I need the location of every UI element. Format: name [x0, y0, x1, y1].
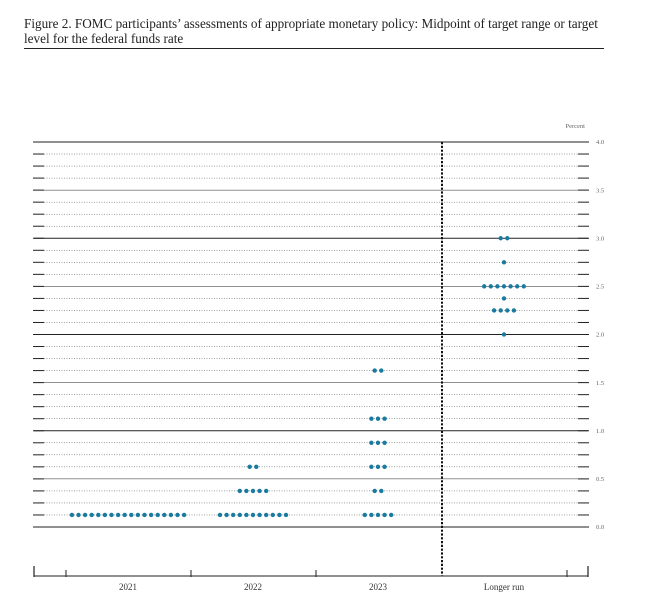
dot-marker	[257, 512, 262, 518]
dot-marker	[244, 488, 249, 494]
dot-marker	[501, 284, 507, 289]
dot-marker	[250, 512, 256, 518]
dot-marker	[501, 332, 507, 337]
dot-marker	[379, 488, 384, 494]
dot-marker	[115, 512, 121, 518]
dot-marker	[372, 368, 377, 373]
dot-marker	[375, 464, 381, 470]
dot-marker	[217, 512, 223, 518]
y-tick-label: 1.0	[596, 428, 604, 435]
y-tick-label: 0.5	[596, 476, 604, 483]
grid-lines	[34, 141, 588, 528]
dot-marker	[250, 488, 256, 494]
dot-marker	[264, 488, 269, 494]
dot-marker	[508, 284, 513, 289]
dot-marker	[168, 512, 174, 518]
dot-marker	[102, 512, 108, 518]
y-tick-label: 4.0	[596, 139, 604, 146]
dot-marker	[162, 512, 167, 518]
dot-marker	[389, 512, 394, 518]
dot-marker	[122, 512, 127, 518]
dot-marker	[491, 308, 497, 313]
axes	[33, 141, 589, 577]
dot-marker	[515, 284, 520, 289]
dot-marker	[498, 308, 503, 313]
dot-marker	[82, 512, 88, 518]
dot-marker	[495, 284, 500, 289]
x-category-label: 2021	[119, 582, 137, 592]
dot-marker	[148, 512, 154, 518]
dot-marker	[369, 464, 374, 470]
dot-marker	[488, 284, 493, 289]
dot-marker	[254, 464, 259, 470]
data-dots	[69, 236, 526, 518]
dot-marker	[369, 440, 374, 445]
dot-marker	[362, 512, 367, 518]
caption-rule	[24, 48, 604, 49]
dot-marker	[155, 512, 160, 518]
dot-marker	[237, 488, 242, 494]
dot-marker	[135, 512, 141, 518]
y-tick-label: 3.5	[596, 187, 604, 194]
y-tick-label: 2.0	[596, 332, 604, 339]
dot-marker	[142, 512, 147, 518]
x-category-label: 2023	[369, 582, 388, 592]
y-tick-label: 0.0	[596, 524, 604, 531]
dot-marker	[264, 512, 269, 518]
dot-marker	[505, 236, 510, 241]
dot-marker	[375, 512, 381, 518]
dot-marker	[244, 512, 249, 518]
y-tick-label: 3.0	[596, 235, 604, 242]
dot-marker	[498, 236, 503, 241]
dot-marker	[257, 488, 262, 494]
dot-marker	[382, 440, 387, 445]
dot-marker	[379, 368, 384, 373]
dot-marker	[129, 512, 134, 518]
dot-marker	[501, 296, 507, 301]
dot-marker	[482, 284, 487, 289]
figure-caption: Figure 2. FOMC participants’ assessments…	[24, 16, 598, 46]
dot-marker	[369, 512, 374, 518]
dot-marker	[69, 512, 75, 518]
dot-marker	[96, 512, 101, 518]
axis-labels: 0.0 0.5 1.0 1.5 2.0 2.5 3.0 3.5 4.0 Percent 2021 20…	[119, 123, 604, 592]
x-category-label: Longer run	[484, 582, 525, 592]
dot-marker	[175, 512, 180, 518]
dot-marker	[109, 512, 114, 518]
dot-marker	[372, 488, 377, 494]
dot-marker	[237, 512, 242, 518]
dot-marker	[89, 512, 94, 518]
dot-marker	[369, 416, 374, 421]
dot-marker	[521, 284, 526, 289]
dot-marker	[511, 308, 517, 313]
dot-marker	[382, 512, 387, 518]
dot-marker	[181, 512, 187, 518]
dot-marker	[375, 416, 381, 421]
dot-marker	[247, 464, 252, 470]
y-axis-title: Percent	[566, 123, 586, 130]
dot-marker	[382, 416, 387, 421]
dot-marker	[270, 512, 275, 518]
dot-marker	[231, 512, 236, 518]
dot-marker	[382, 464, 387, 470]
dot-marker	[501, 260, 507, 265]
y-tick-label: 1.5	[596, 380, 604, 387]
dot-marker	[283, 512, 289, 518]
dot-marker	[375, 440, 381, 445]
x-category-label: 2022	[244, 582, 262, 592]
dot-marker	[76, 512, 81, 518]
dot-marker	[277, 512, 282, 518]
dot-marker	[505, 308, 510, 313]
dot-marker	[224, 512, 229, 518]
y-tick-label: 2.5	[596, 284, 604, 291]
